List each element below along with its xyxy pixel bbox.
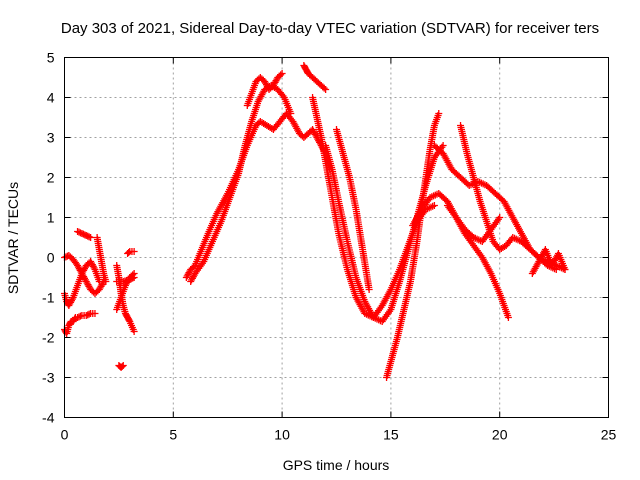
y-tick-label: -2 bbox=[42, 330, 55, 346]
data-point bbox=[125, 249, 133, 256]
series-arc-j bbox=[113, 274, 138, 285]
series-arc-b bbox=[61, 258, 103, 309]
y-tick-label: 1 bbox=[47, 210, 55, 226]
data-point bbox=[320, 84, 328, 92]
data-point bbox=[504, 314, 512, 321]
y-tick-label: 2 bbox=[47, 170, 55, 186]
data-point bbox=[87, 234, 95, 241]
x-tick-label: 20 bbox=[492, 427, 508, 443]
plot-frame bbox=[64, 57, 609, 418]
data-point bbox=[85, 233, 93, 241]
series-arc-e bbox=[93, 234, 110, 285]
data-point bbox=[91, 310, 99, 317]
data-point bbox=[435, 110, 443, 117]
series-arc-main-9 bbox=[409, 190, 512, 321]
series-arc-c bbox=[61, 252, 108, 297]
data-point bbox=[496, 214, 504, 221]
y-tick-label: 4 bbox=[47, 90, 55, 106]
data-points bbox=[61, 62, 569, 381]
data-point bbox=[76, 312, 84, 320]
data-point bbox=[439, 142, 447, 149]
axis-ticks: 0 5 10 15 20 25 -4 -3 -2 -1 0 1 2 3 4 5 bbox=[42, 50, 616, 443]
x-axis-label: GPS time / hours bbox=[283, 457, 390, 473]
data-point bbox=[129, 274, 137, 282]
x-tick-label: 10 bbox=[274, 427, 290, 443]
series-arc-main-4 bbox=[300, 62, 330, 93]
data-point bbox=[130, 328, 138, 335]
y-tick-label: 5 bbox=[47, 50, 55, 66]
series-arc-main-7 bbox=[333, 126, 373, 293]
data-point bbox=[118, 363, 126, 370]
data-point bbox=[278, 70, 286, 77]
data-point bbox=[322, 86, 330, 93]
y-tick-label: 3 bbox=[47, 130, 55, 146]
data-point bbox=[130, 274, 138, 281]
data-point bbox=[85, 310, 93, 318]
data-point bbox=[119, 362, 127, 369]
series-arc-i bbox=[124, 248, 138, 257]
data-point bbox=[430, 202, 438, 209]
series-arc-main-3 bbox=[243, 70, 286, 109]
x-tick-label: 15 bbox=[383, 427, 399, 443]
series-arc-main-2 bbox=[187, 82, 295, 285]
data-point bbox=[90, 264, 98, 272]
x-tick-label: 25 bbox=[601, 427, 617, 443]
data-point bbox=[561, 266, 569, 273]
series-arc-h bbox=[115, 362, 127, 371]
y-tick-label: -4 bbox=[42, 410, 55, 426]
data-point bbox=[365, 286, 373, 293]
y-tick-label: -3 bbox=[42, 370, 55, 386]
series-arc-main-6 bbox=[322, 142, 447, 325]
data-point bbox=[279, 92, 287, 100]
data-point bbox=[68, 295, 76, 303]
chart-title: Day 303 of 2021, Sidereal Day-to-day VTE… bbox=[61, 20, 599, 37]
data-point bbox=[277, 71, 285, 79]
series-arc-main-12 bbox=[443, 202, 504, 245]
data-point bbox=[102, 278, 110, 285]
series-arc-main-13 bbox=[528, 246, 569, 277]
data-point bbox=[552, 266, 560, 273]
data-point bbox=[99, 279, 107, 287]
x-tick-label: 5 bbox=[169, 427, 177, 443]
series-arc-a bbox=[61, 310, 99, 337]
data-point bbox=[287, 110, 295, 117]
data-point bbox=[130, 248, 138, 255]
x-tick-label: 0 bbox=[61, 427, 69, 443]
data-point bbox=[125, 316, 133, 324]
series-arc-d bbox=[74, 228, 95, 241]
y-tick-label: 0 bbox=[47, 250, 55, 266]
y-tick-label: -1 bbox=[42, 290, 55, 306]
y-axis-label: SDTVAR / TECUs bbox=[5, 182, 21, 294]
series-arc-main-11 bbox=[457, 122, 560, 273]
